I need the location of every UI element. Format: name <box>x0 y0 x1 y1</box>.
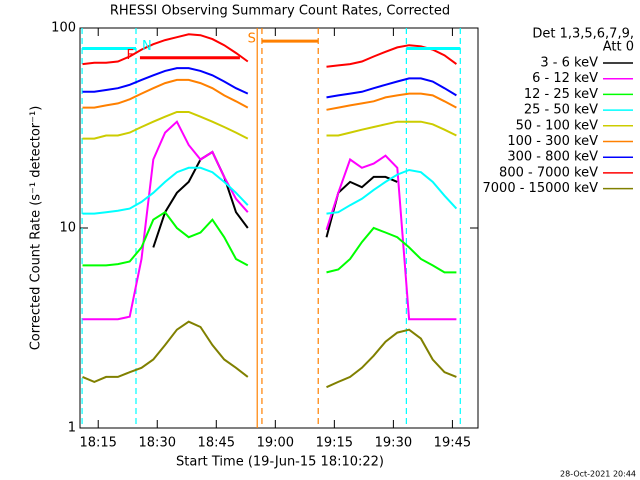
x-tick-label: 19:15 <box>316 436 353 451</box>
series-line <box>82 33 457 68</box>
footer: 28-Oct-2021 20:44 <box>560 470 636 479</box>
legend-title: Det 1,3,5,6,7,9, <box>532 27 634 42</box>
series-line <box>82 320 457 389</box>
x-tick-label: 19:45 <box>434 436 471 451</box>
y-axis-label: Corrected Count Rate (s⁻¹ detector⁻¹) <box>29 106 44 351</box>
legend-label: 7000 - 15000 keV <box>483 181 599 196</box>
y-tick-label: 10 <box>59 221 76 236</box>
series-line <box>82 210 457 274</box>
legend-label: 3 - 6 keV <box>540 56 598 71</box>
y-tick-label: 100 <box>51 21 76 36</box>
x-tick-label: 18:15 <box>79 436 116 451</box>
series-line <box>82 166 458 215</box>
x-tick-label: 19:30 <box>375 436 412 451</box>
y-tick-label: 1 <box>68 421 76 436</box>
legend-label: 100 - 300 keV <box>507 134 598 149</box>
x-axis-label: Start Time (19-Jun-15 18:10:22) <box>176 455 384 470</box>
legend-label: 50 - 100 keV <box>516 118 599 133</box>
flag-label: N <box>142 39 152 54</box>
flag-label: F <box>126 48 133 63</box>
x-tick-label: 19:00 <box>257 436 294 451</box>
legend-label: 800 - 7000 keV <box>499 165 598 180</box>
series-line <box>82 78 457 111</box>
legend-title: Att 0 <box>603 40 634 55</box>
series-line <box>82 67 457 99</box>
x-tick-label: 18:30 <box>139 436 176 451</box>
legend-label: 300 - 800 keV <box>507 150 598 165</box>
legend-label: 25 - 50 keV <box>524 103 598 118</box>
series-line <box>82 120 457 321</box>
legend-label: 12 - 25 keV <box>524 87 598 102</box>
flag-label: S <box>248 32 256 47</box>
x-tick-label: 18:45 <box>198 436 235 451</box>
series-line <box>82 111 457 140</box>
legend-label: 6 - 12 keV <box>532 71 598 86</box>
chart-title: RHESSI Observing Summary Count Rates, Co… <box>110 4 450 19</box>
